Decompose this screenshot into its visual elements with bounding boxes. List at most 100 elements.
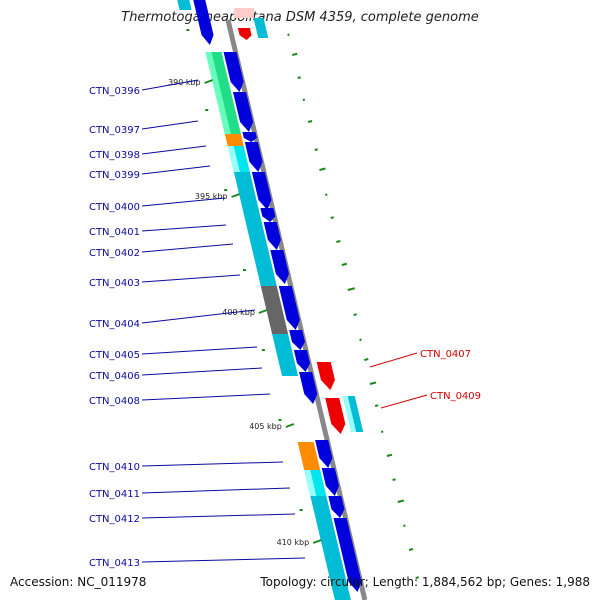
gene-leader-line bbox=[141, 346, 258, 355]
gc-mark bbox=[287, 33, 290, 36]
cog-band bbox=[260, 286, 289, 334]
gene-label-ctn_0406: CTN_0406 bbox=[89, 371, 140, 382]
gene-label-ctn_0399: CTN_0399 bbox=[89, 170, 140, 181]
gene-leader-line bbox=[141, 309, 256, 324]
cog-band-highlight bbox=[304, 470, 317, 496]
gene-leader-line bbox=[141, 487, 291, 494]
gc-mark bbox=[374, 404, 379, 407]
cds-arrow-reverse bbox=[325, 398, 346, 434]
accession-text: Accession: NC_011978 bbox=[10, 575, 147, 589]
gene-leader-line bbox=[141, 274, 241, 283]
map-title: Thermotoga neapolitana DSM 4359, complet… bbox=[121, 10, 479, 25]
gc-mark bbox=[292, 52, 298, 56]
topology-text: Topology: circular; Length: 1,884,562 bp… bbox=[260, 575, 590, 589]
gene-label-ctn_0408: CTN_0408 bbox=[89, 396, 140, 407]
cog-band bbox=[272, 334, 299, 376]
gene-leader-line bbox=[141, 120, 199, 130]
cog-band bbox=[297, 442, 321, 470]
gc-mark bbox=[314, 148, 318, 151]
cds-arrow-forward bbox=[242, 132, 257, 142]
kbp-tick-label: 400 kbp bbox=[222, 308, 255, 317]
gene-label-ctn_0402: CTN_0402 bbox=[89, 248, 140, 259]
kbp-tick-label: 410 kbp bbox=[277, 538, 310, 547]
cds-arrow-forward bbox=[263, 222, 281, 250]
gc-mark bbox=[369, 381, 377, 385]
gc-mark bbox=[353, 313, 357, 316]
gene-leader-line bbox=[141, 145, 207, 155]
gene-label-ctn_0403: CTN_0403 bbox=[89, 278, 140, 289]
cog-band bbox=[233, 172, 277, 286]
gc-mark bbox=[347, 287, 355, 291]
gene-leader-line bbox=[141, 243, 234, 253]
cds-arrow-top bbox=[193, 0, 214, 45]
gene-leader-line bbox=[141, 393, 271, 401]
cog-band-highlight bbox=[205, 52, 231, 134]
cog-band bbox=[310, 496, 351, 600]
cds-arrow-forward bbox=[232, 92, 254, 132]
cog-band-highlight bbox=[227, 146, 240, 172]
gc-mark bbox=[307, 120, 313, 123]
kbp-tick bbox=[312, 539, 322, 544]
gc-mark bbox=[408, 548, 414, 551]
gc-mark bbox=[336, 240, 341, 243]
highlight-top bbox=[234, 8, 254, 18]
cog-band-top bbox=[177, 0, 192, 10]
gc-mark bbox=[359, 338, 362, 341]
cds-arrow-forward bbox=[328, 496, 345, 518]
cds-arrow-forward bbox=[260, 208, 276, 222]
cds-arrow-forward bbox=[278, 286, 300, 330]
gc-mark bbox=[392, 478, 396, 481]
gc-mark bbox=[297, 76, 301, 79]
gc-mark bbox=[363, 358, 369, 361]
gene-label-ctn_0413: CTN_0413 bbox=[89, 558, 140, 569]
cds-arrow-forward bbox=[333, 518, 362, 592]
gene-leader-line bbox=[141, 557, 306, 563]
gene-label-ctn_0400: CTN_0400 bbox=[89, 202, 140, 213]
gene-label-ctn_0409: CTN_0409 bbox=[430, 391, 481, 402]
gene-leader-line bbox=[141, 224, 227, 232]
gene-leader-line bbox=[141, 79, 199, 91]
gc-mark bbox=[341, 262, 348, 266]
cds-arrow-forward bbox=[270, 250, 289, 284]
gene-leader-line bbox=[141, 513, 296, 519]
cds-arrow-forward bbox=[251, 172, 272, 210]
gene-label-ctn_0404: CTN_0404 bbox=[89, 319, 140, 330]
gene-leader-line bbox=[141, 367, 263, 376]
kbp-tick-label: 395 kbp bbox=[195, 192, 228, 201]
cds-arrow-forward bbox=[289, 330, 305, 350]
gc-mark bbox=[386, 453, 393, 457]
gene-label-ctn_0407: CTN_0407 bbox=[420, 349, 471, 360]
gene-label-ctn_0396: CTN_0396 bbox=[89, 86, 140, 97]
gene-label-ctn_0410: CTN_0410 bbox=[89, 462, 140, 473]
cog-band bbox=[224, 134, 244, 146]
gc-mark bbox=[403, 524, 406, 527]
gene-label-ctn_0398: CTN_0398 bbox=[89, 150, 140, 161]
cds-arrow-forward bbox=[244, 142, 263, 172]
kbp-tick bbox=[258, 309, 268, 314]
cds-arrow-forward bbox=[223, 52, 244, 92]
kbp-tick-label: 405 kbp bbox=[249, 422, 282, 431]
gene-label-ctn_0405: CTN_0405 bbox=[89, 350, 140, 361]
gene-leader-line bbox=[141, 197, 226, 207]
kbp-tick bbox=[285, 423, 295, 428]
kbp-tick bbox=[231, 193, 240, 198]
cds-reverse-top bbox=[237, 28, 252, 40]
gc-mark bbox=[380, 430, 384, 433]
gc-mark bbox=[302, 98, 306, 101]
gene-label-ctn_0397: CTN_0397 bbox=[89, 125, 140, 136]
gene-leader-line bbox=[369, 352, 418, 368]
gc-mark bbox=[330, 216, 334, 219]
gene-leader-line bbox=[380, 394, 428, 409]
kbp-tick bbox=[204, 79, 213, 84]
gene-label-ctn_0401: CTN_0401 bbox=[89, 227, 140, 238]
cds-arrow-forward bbox=[321, 468, 339, 496]
gc-mark bbox=[397, 499, 404, 503]
cog-band-highlight bbox=[342, 396, 357, 432]
cog-band-top-right bbox=[253, 18, 269, 38]
cds-arrow-reverse bbox=[316, 362, 335, 390]
cds-arrow-forward bbox=[315, 440, 333, 468]
gene-leader-line bbox=[141, 165, 211, 175]
gc-mark bbox=[415, 576, 419, 579]
cds-arrow-forward bbox=[293, 350, 310, 372]
